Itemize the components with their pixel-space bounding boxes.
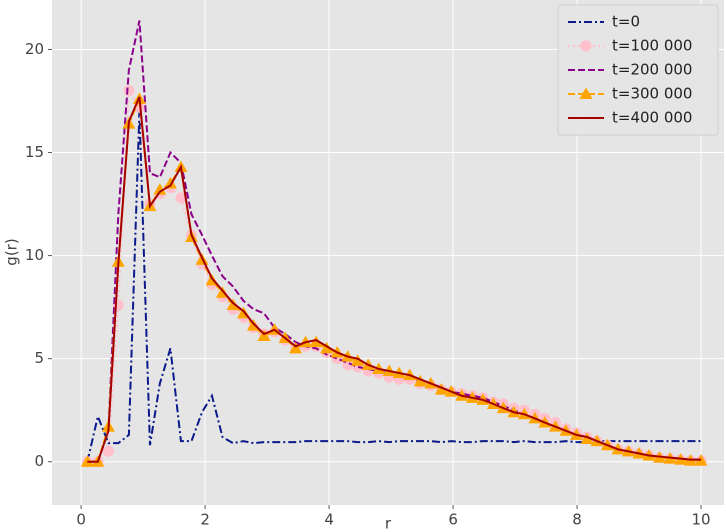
legend-label: t=400 000 — [612, 109, 692, 127]
x-axis-label: r — [385, 515, 392, 532]
y-tick-label: 20 — [25, 40, 44, 58]
x-tick-label: 4 — [324, 511, 334, 529]
y-tick-label: 0 — [34, 452, 44, 470]
data-point — [579, 87, 593, 99]
y-tick-label: 15 — [25, 143, 44, 161]
data-point — [580, 40, 592, 52]
data-point — [434, 383, 448, 395]
data-point — [694, 454, 708, 466]
legend-box — [557, 4, 719, 136]
legend-label: t=200 000 — [612, 61, 692, 79]
legend-label: t=0 — [612, 13, 640, 31]
x-tick-label: 0 — [76, 511, 86, 529]
x-tick-label: 2 — [200, 511, 210, 529]
x-tick-label: 8 — [572, 511, 582, 529]
legend-label: t=300 000 — [612, 85, 692, 103]
y-tick-label: 5 — [34, 349, 44, 367]
legend-label: t=100 000 — [612, 37, 692, 55]
x-tick-label: 6 — [448, 511, 458, 529]
y-tick-label: 10 — [25, 246, 44, 264]
x-tick-label: 10 — [692, 511, 711, 529]
y-axis-label: g(r) — [3, 238, 21, 265]
data-point — [80, 455, 94, 467]
series-line — [87, 96, 702, 463]
legend: t=0 t=100 000 t=200 000 t=300 000 t=400 000 — [557, 4, 719, 136]
